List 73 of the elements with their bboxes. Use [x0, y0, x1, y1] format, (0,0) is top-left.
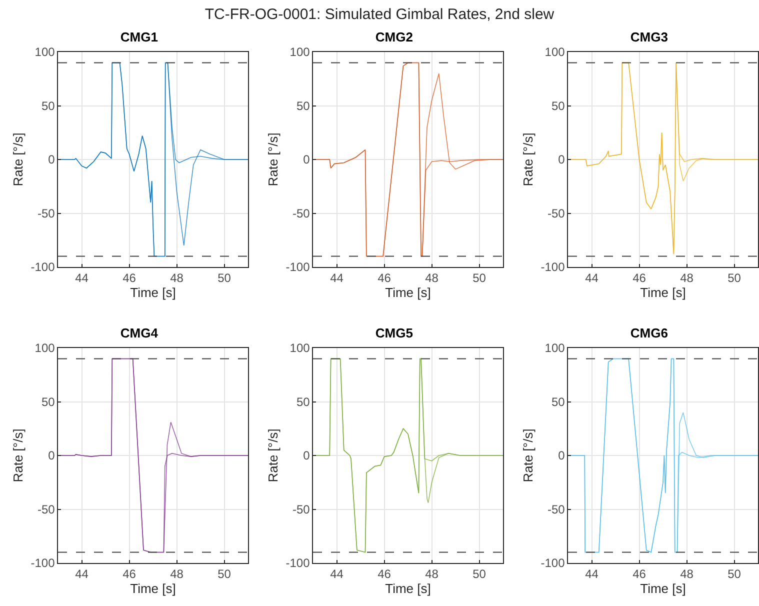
text: TC-FR-OG-0001: Simulated Gimbal Rates, 2nd slew — [204, 6, 556, 23]
x-tick-label: 46 — [378, 567, 392, 582]
x-axis-title: Time [s] — [640, 285, 686, 300]
y-tick-label: -50 — [547, 206, 566, 220]
x-axis-title: Time [s] — [130, 581, 176, 596]
y-tick-label: -50 — [292, 502, 310, 516]
y-axis-title: Rate [°/s] — [520, 132, 536, 186]
chart-title: CMG6 — [630, 325, 668, 340]
chart-title: CMG2 — [375, 29, 413, 44]
x-tick-label: 50 — [728, 271, 742, 286]
y-tick-label: 0 — [303, 448, 310, 463]
y-tick-label: 100 — [544, 45, 566, 60]
x-tick-label: 44 — [75, 271, 89, 286]
y-tick-label: 0 — [48, 448, 56, 463]
y-tick-label: -100 — [30, 260, 56, 274]
x-tick-label: 44 — [585, 271, 599, 286]
x-tick-label: 48 — [680, 567, 694, 582]
y-tick-label: -50 — [37, 206, 56, 220]
y-tick-label: 50 — [41, 98, 56, 113]
x-tick-label: 50 — [728, 567, 742, 582]
y-tick-label: 100 — [544, 341, 566, 356]
y-tick-label: 100 — [34, 341, 56, 356]
x-tick-label: 44 — [330, 567, 344, 582]
chart-title: CMG1 — [120, 29, 158, 44]
x-tick-label: 46 — [122, 271, 136, 286]
x-tick-label: 44 — [75, 567, 89, 582]
x-axis-title: Time [s] — [640, 581, 686, 596]
x-tick-label: 48 — [170, 567, 184, 582]
y-tick-label: -100 — [30, 556, 56, 570]
y-tick-label: -50 — [547, 502, 566, 516]
x-tick-label: 48 — [680, 271, 694, 286]
y-tick-label: 100 — [34, 45, 56, 60]
x-axis-title: Time [s] — [130, 285, 176, 300]
y-tick-label: 50 — [41, 394, 56, 409]
y-tick-label: 50 — [296, 394, 310, 409]
x-tick-label: 44 — [330, 271, 344, 286]
y-tick-label: -100 — [540, 556, 566, 570]
chart-title: CMG4 — [120, 325, 159, 340]
y-tick-label: 0 — [558, 448, 566, 463]
y-tick-label: -100 — [540, 260, 566, 274]
y-tick-label: 0 — [48, 152, 56, 167]
chart-title: CMG5 — [375, 325, 413, 340]
x-tick-label: 50 — [218, 567, 232, 582]
y-tick-label: 50 — [551, 98, 566, 113]
y-tick-label: -100 — [286, 260, 310, 274]
y-axis-title: Rate [°/s] — [520, 428, 536, 482]
y-tick-label: -50 — [292, 206, 310, 220]
x-tick-label: 50 — [472, 567, 486, 582]
x-tick-label: 48 — [425, 271, 439, 286]
x-tick-label: 46 — [632, 271, 646, 286]
x-tick-label: 48 — [425, 567, 439, 582]
y-tick-label: -100 — [286, 556, 310, 570]
x-tick-label: 44 — [585, 567, 599, 582]
y-axis-title: Rate [°/s] — [10, 132, 26, 186]
x-tick-label: 50 — [472, 271, 486, 286]
x-tick-label: 46 — [632, 567, 646, 582]
y-axis-title: Rate [°/s] — [266, 428, 281, 482]
y-tick-label: 100 — [290, 45, 310, 60]
x-tick-label: 46 — [378, 271, 392, 286]
x-axis-title: Time [s] — [385, 581, 431, 596]
y-tick-label: 0 — [558, 152, 566, 167]
y-tick-label: -50 — [37, 502, 56, 516]
y-axis-title: Rate [°/s] — [10, 428, 26, 482]
x-tick-label: 48 — [170, 271, 184, 286]
y-tick-label: 0 — [303, 152, 310, 167]
y-axis-title: Rate [°/s] — [266, 132, 281, 186]
x-tick-label: 50 — [218, 271, 232, 286]
y-tick-label: 50 — [551, 394, 566, 409]
y-tick-label: 50 — [296, 98, 310, 113]
chart-title: CMG3 — [630, 29, 668, 44]
x-axis-title: Time [s] — [385, 285, 431, 300]
y-tick-label: 100 — [290, 341, 310, 356]
x-tick-label: 46 — [122, 567, 136, 582]
